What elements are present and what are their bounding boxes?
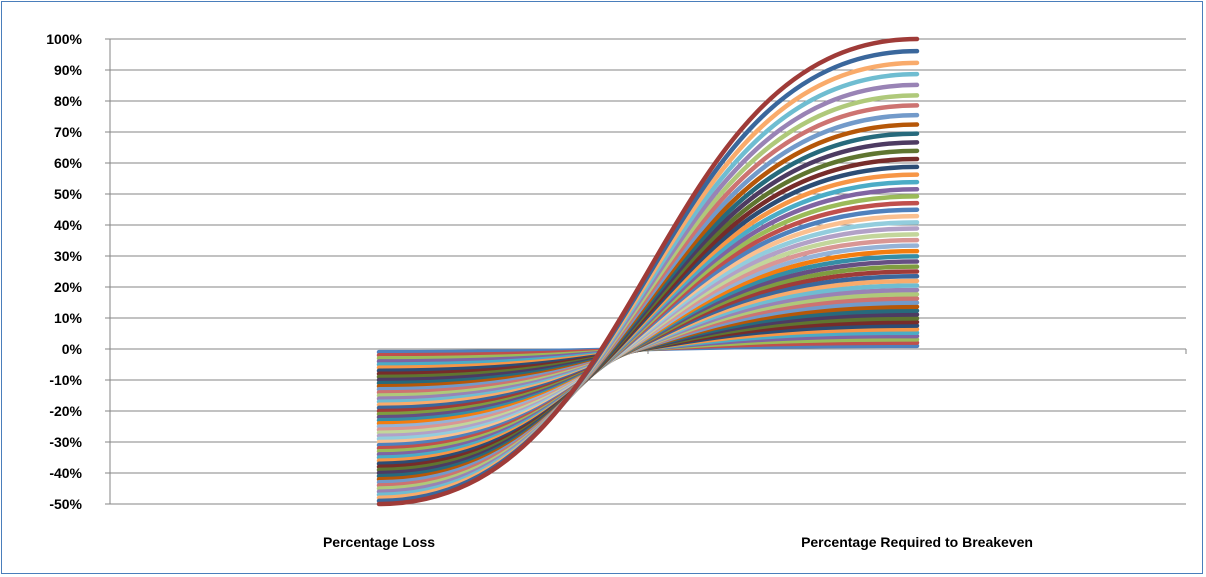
y-tick-label: 70% xyxy=(54,124,83,140)
series-lines xyxy=(376,36,920,507)
y-tick-label: 20% xyxy=(54,279,83,295)
y-tick-label: -30% xyxy=(49,434,82,450)
y-tick-label: 50% xyxy=(54,186,83,202)
series-line xyxy=(376,36,920,507)
x-category-label: Percentage Required to Breakeven xyxy=(801,534,1033,550)
y-tick-label: 10% xyxy=(54,310,83,326)
y-tick-label: 0% xyxy=(62,341,83,357)
y-tick-label: -50% xyxy=(49,496,82,512)
y-tick-label: 100% xyxy=(46,31,82,47)
y-axis-tick-labels: 100% 90% 80% 70% 60% 50% 40% 30% 20% 10% 0% -10% -20… xyxy=(46,31,82,512)
y-tick-label: 80% xyxy=(54,93,83,109)
y-tick-label: 90% xyxy=(54,62,83,78)
y-tick-label: -20% xyxy=(49,403,82,419)
y-tick-label: -40% xyxy=(49,465,82,481)
y-tick-label: -10% xyxy=(49,372,82,388)
x-category-label: Percentage Loss xyxy=(323,534,435,550)
y-tick-label: 30% xyxy=(54,248,83,264)
y-tick-label: 40% xyxy=(54,217,83,233)
x-axis-category-labels: Percentage Loss Percentage Required to Br… xyxy=(323,534,1033,550)
y-tick-label: 60% xyxy=(54,155,83,171)
